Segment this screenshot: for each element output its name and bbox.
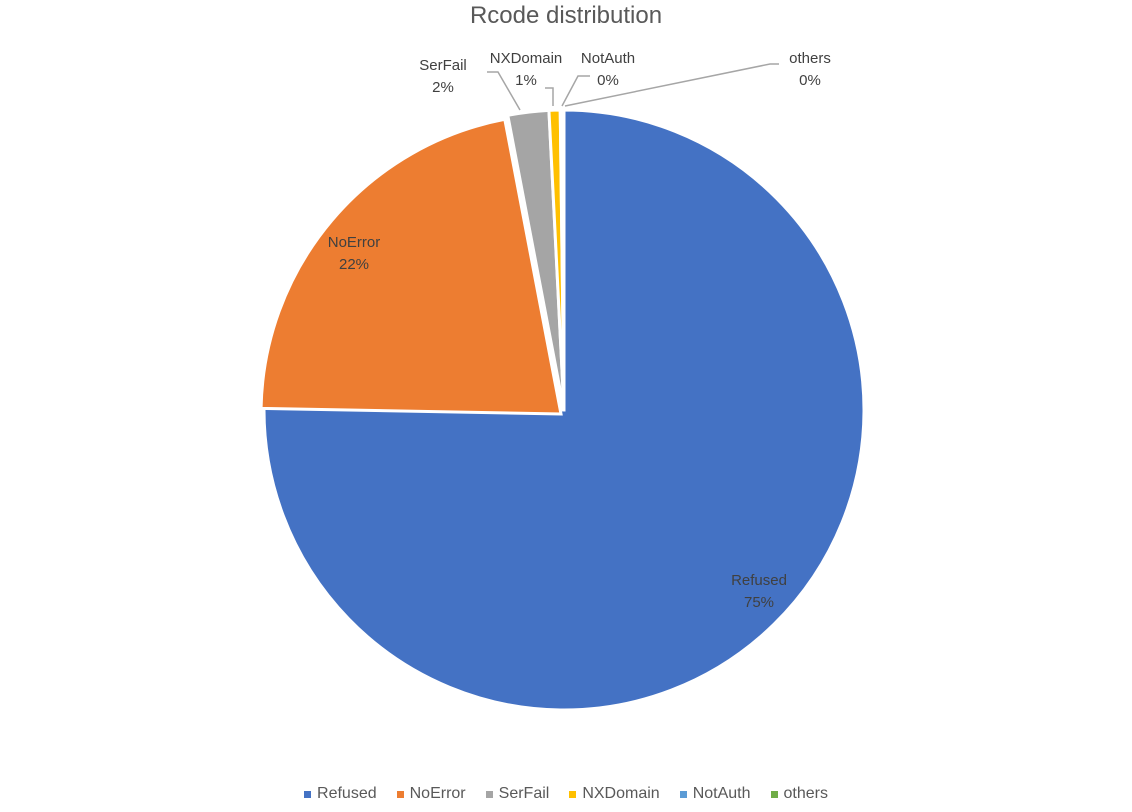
pie-slice-others: [560, 108, 566, 411]
data-label-name-serfail: SerFail: [419, 57, 467, 74]
leader-line-others: [564, 63, 779, 107]
chart-legend: Refused NoError SerFail NXDomain NotAuth othe…: [0, 785, 1132, 803]
legend-item-others: others: [770, 785, 828, 803]
data-label-name-notauth: NotAuth: [581, 50, 635, 67]
legend-label: NXDomain: [582, 785, 660, 802]
legend-swatch: [770, 790, 778, 798]
data-label-percent-refused: 75%: [744, 594, 774, 611]
legend-label: others: [783, 785, 828, 802]
data-label-percent-serfail: 2%: [432, 79, 454, 96]
legend-item-noerror: NoError: [396, 785, 466, 803]
legend-swatch: [304, 790, 312, 798]
leader-line-nxdomain: [545, 87, 554, 106]
data-label-percent-notauth: 0%: [597, 72, 619, 89]
chart-title: Rcode distribution: [469, 2, 663, 29]
legend-swatch: [569, 790, 577, 798]
data-label-percent-nxdomain: 1%: [515, 72, 537, 89]
legend-item-serfail: SerFail: [485, 785, 550, 803]
legend-item-refused: Refused: [304, 785, 377, 803]
leader-line-serfail: [487, 71, 521, 111]
legend-item-notauth: NotAuth: [679, 785, 751, 803]
data-label-name-others: others: [789, 50, 831, 67]
data-label-name-nxdomain: NXDomain: [490, 50, 563, 67]
legend-item-nxdomain: NXDomain: [569, 785, 660, 803]
legend-swatch: [396, 790, 404, 798]
data-label-percent-others: 0%: [799, 72, 821, 89]
pie-slice-noerror: [259, 117, 563, 416]
legend-swatch: [485, 790, 493, 798]
data-label-name-noerror: NoError: [328, 234, 381, 251]
data-label-percent-noerror: 22%: [339, 256, 369, 273]
legend-label: Refused: [317, 785, 377, 802]
legend-swatch: [679, 790, 687, 798]
legend-label: NoError: [409, 785, 466, 802]
legend-label: SerFail: [498, 785, 550, 802]
data-label-name-refused: Refused: [731, 572, 787, 589]
legend-label: NotAuth: [692, 785, 751, 802]
leader-line-notauth: [561, 75, 590, 107]
